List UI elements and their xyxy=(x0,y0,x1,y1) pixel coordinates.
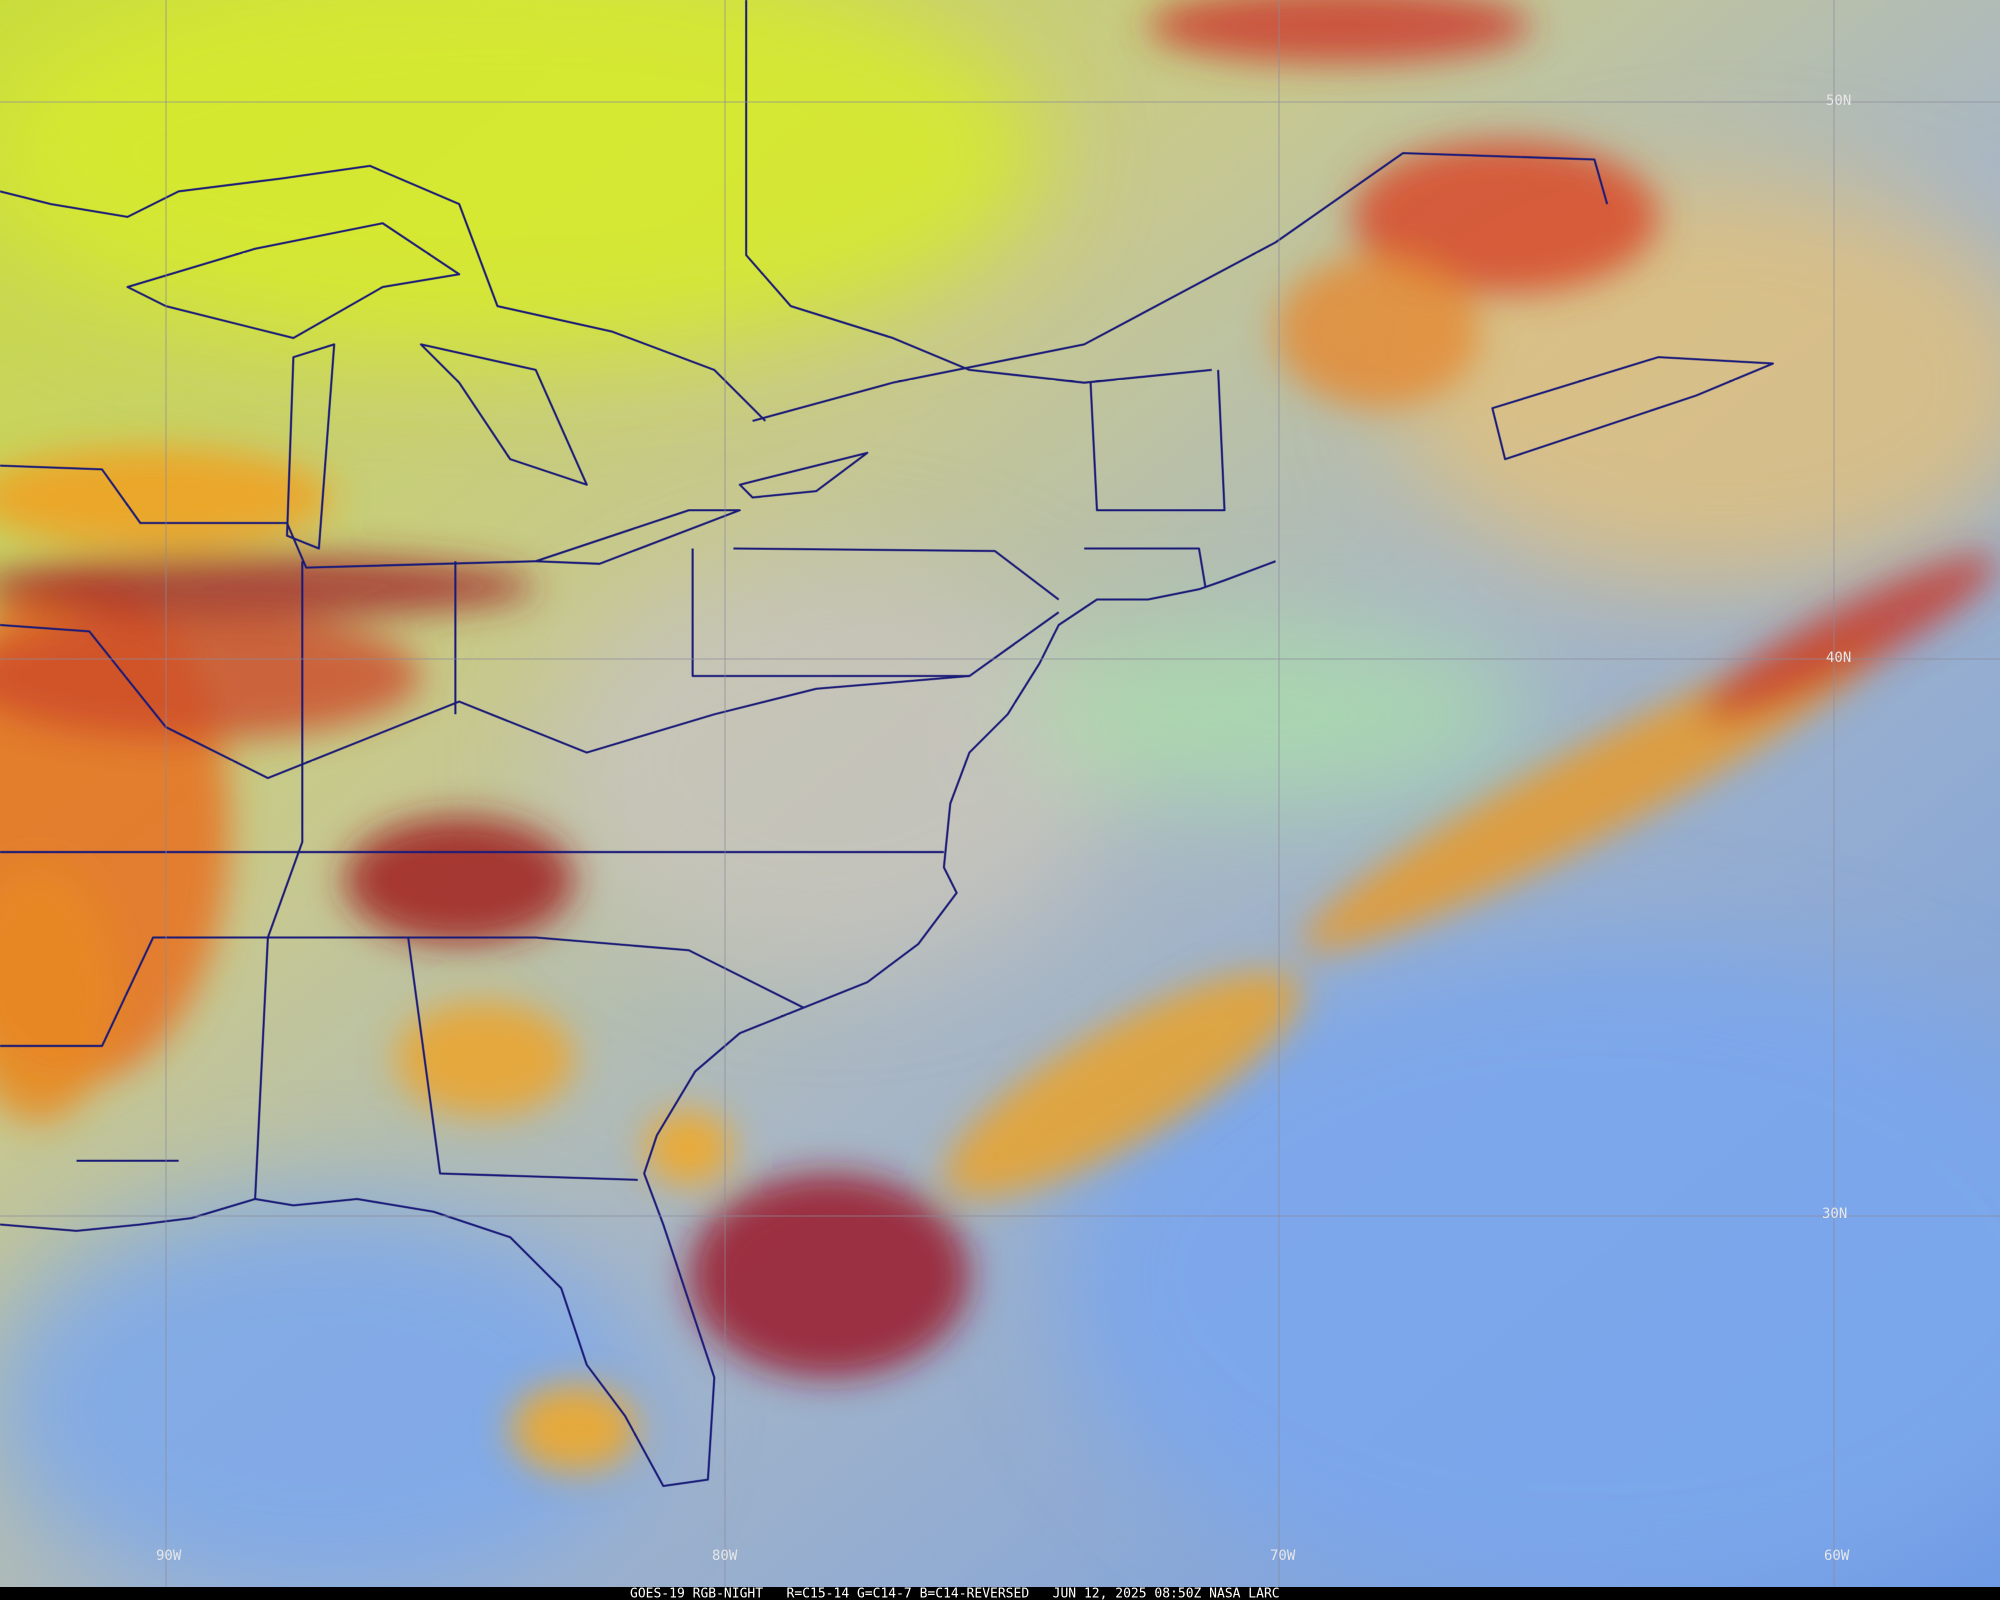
longitude-label: 60W xyxy=(1824,1548,1850,1564)
labels: 50N 40N 30N 90W 80W 70W 60W xyxy=(156,93,1851,1564)
longitude-label: 70W xyxy=(1270,1548,1296,1564)
longitude-label: 90W xyxy=(156,1548,182,1564)
coastlines xyxy=(0,0,1774,1487)
latitude-label: 50N xyxy=(1826,93,1851,109)
latitude-label: 40N xyxy=(1826,650,1851,666)
footer-caption: GOES-19 RGB-NIGHT R=C15-14 G=C14-7 B=C14… xyxy=(630,1587,1280,1600)
longitude-label: 80W xyxy=(712,1548,738,1564)
footer-bar xyxy=(0,1587,2000,1600)
latitude-label: 30N xyxy=(1822,1206,1847,1222)
